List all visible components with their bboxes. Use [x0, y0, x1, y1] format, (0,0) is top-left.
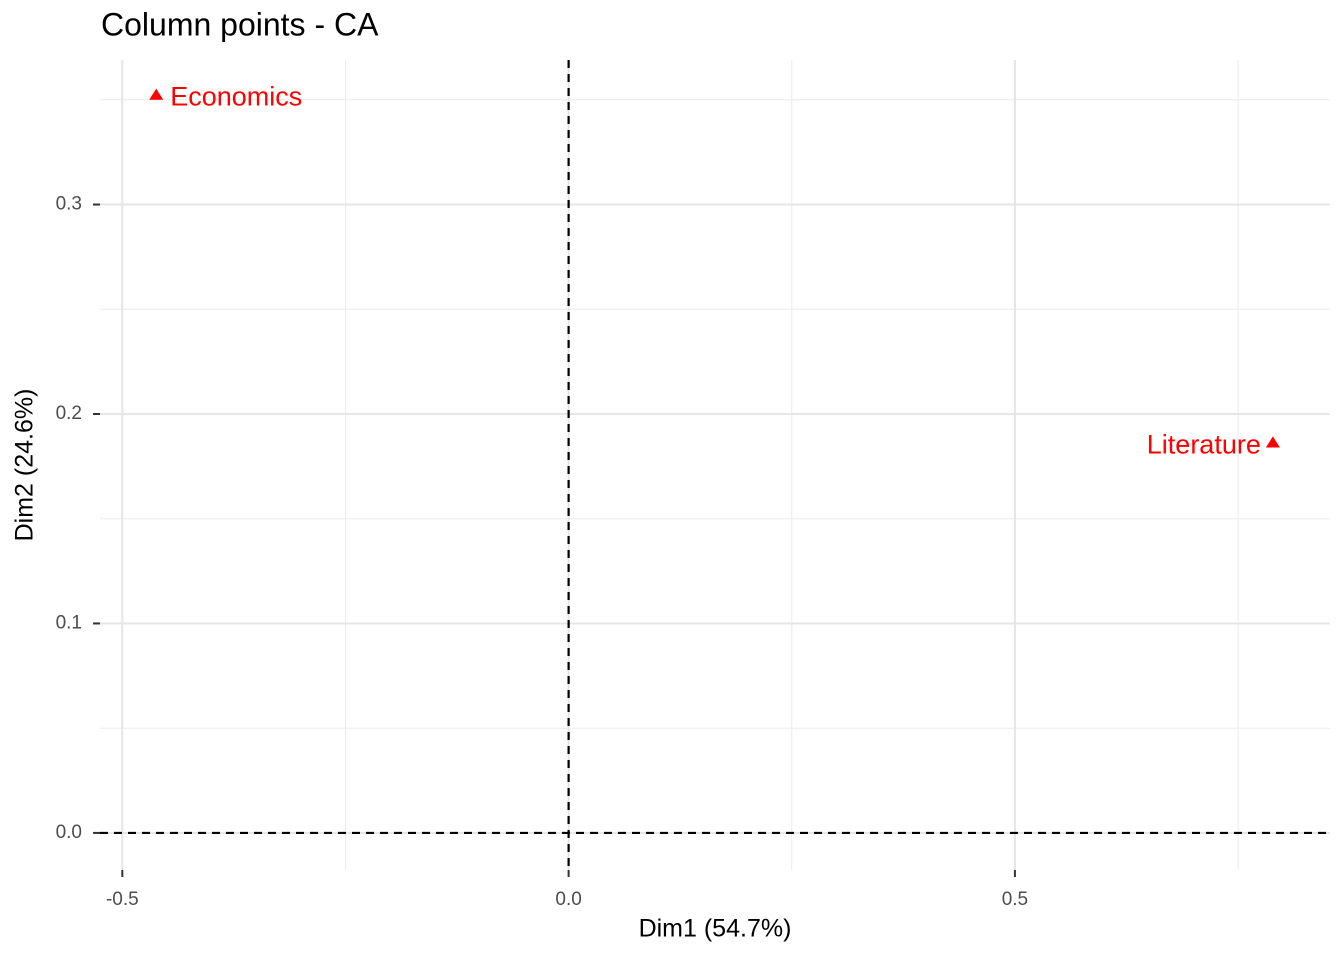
chart-title: Column points - CA: [101, 6, 379, 42]
x-tick-label: 0.5: [1002, 889, 1028, 910]
y-tick-label: 0.3: [56, 194, 82, 215]
point-label: Economics: [170, 82, 302, 112]
point: [149, 88, 164, 100]
point: [1265, 436, 1280, 448]
y-tick-label: 0.1: [56, 612, 82, 633]
y-axis-label: Dim2 (24.6%): [11, 389, 39, 542]
x-axis-label: Dim1 (54.7%): [639, 915, 792, 943]
y-tick-label: 0.0: [56, 822, 82, 843]
point-label: Literature: [1147, 429, 1261, 459]
x-tick-label: 0.0: [555, 889, 581, 910]
y-tick-label: 0.2: [56, 403, 82, 424]
x-tick-label: -0.5: [106, 889, 139, 910]
